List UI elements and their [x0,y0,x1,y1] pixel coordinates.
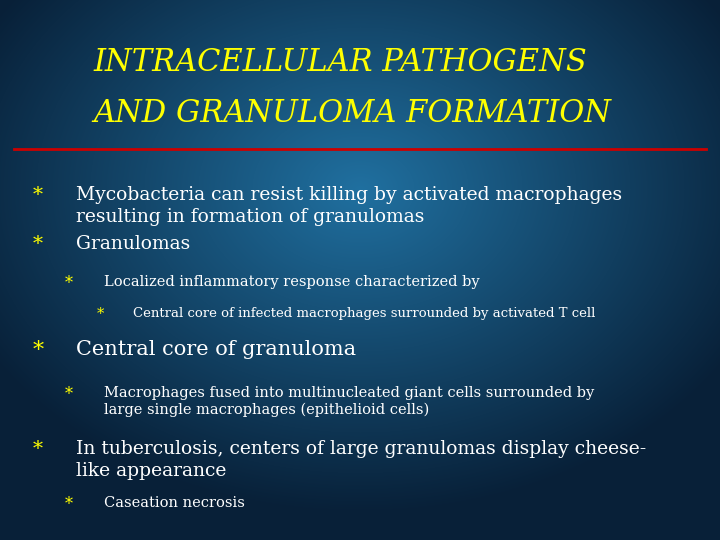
Text: *: * [32,440,42,459]
Text: *: * [32,235,42,254]
Text: Mycobacteria can resist killing by activated macrophages
resulting in formation : Mycobacteria can resist killing by activ… [76,186,622,226]
Text: Granulomas: Granulomas [76,235,190,253]
Text: Localized inflammatory response characterized by: Localized inflammatory response characte… [104,275,480,289]
Text: *: * [32,340,43,362]
Text: AND GRANULOMA FORMATION: AND GRANULOMA FORMATION [94,98,611,129]
Text: INTRACELLULAR PATHOGENS: INTRACELLULAR PATHOGENS [94,46,588,78]
Text: Caseation necrosis: Caseation necrosis [104,496,246,510]
Text: *: * [65,386,73,403]
Text: Central core of granuloma: Central core of granuloma [76,340,356,359]
Text: *: * [65,496,73,512]
Text: *: * [97,307,104,321]
Text: *: * [32,186,42,205]
Text: In tuberculosis, centers of large granulomas display cheese-
like appearance: In tuberculosis, centers of large granul… [76,440,646,480]
Text: *: * [65,275,73,292]
Text: Central core of infected macrophages surrounded by activated T cell: Central core of infected macrophages sur… [133,307,595,320]
Text: Macrophages fused into multinucleated giant cells surrounded by
large single mac: Macrophages fused into multinucleated gi… [104,386,595,417]
